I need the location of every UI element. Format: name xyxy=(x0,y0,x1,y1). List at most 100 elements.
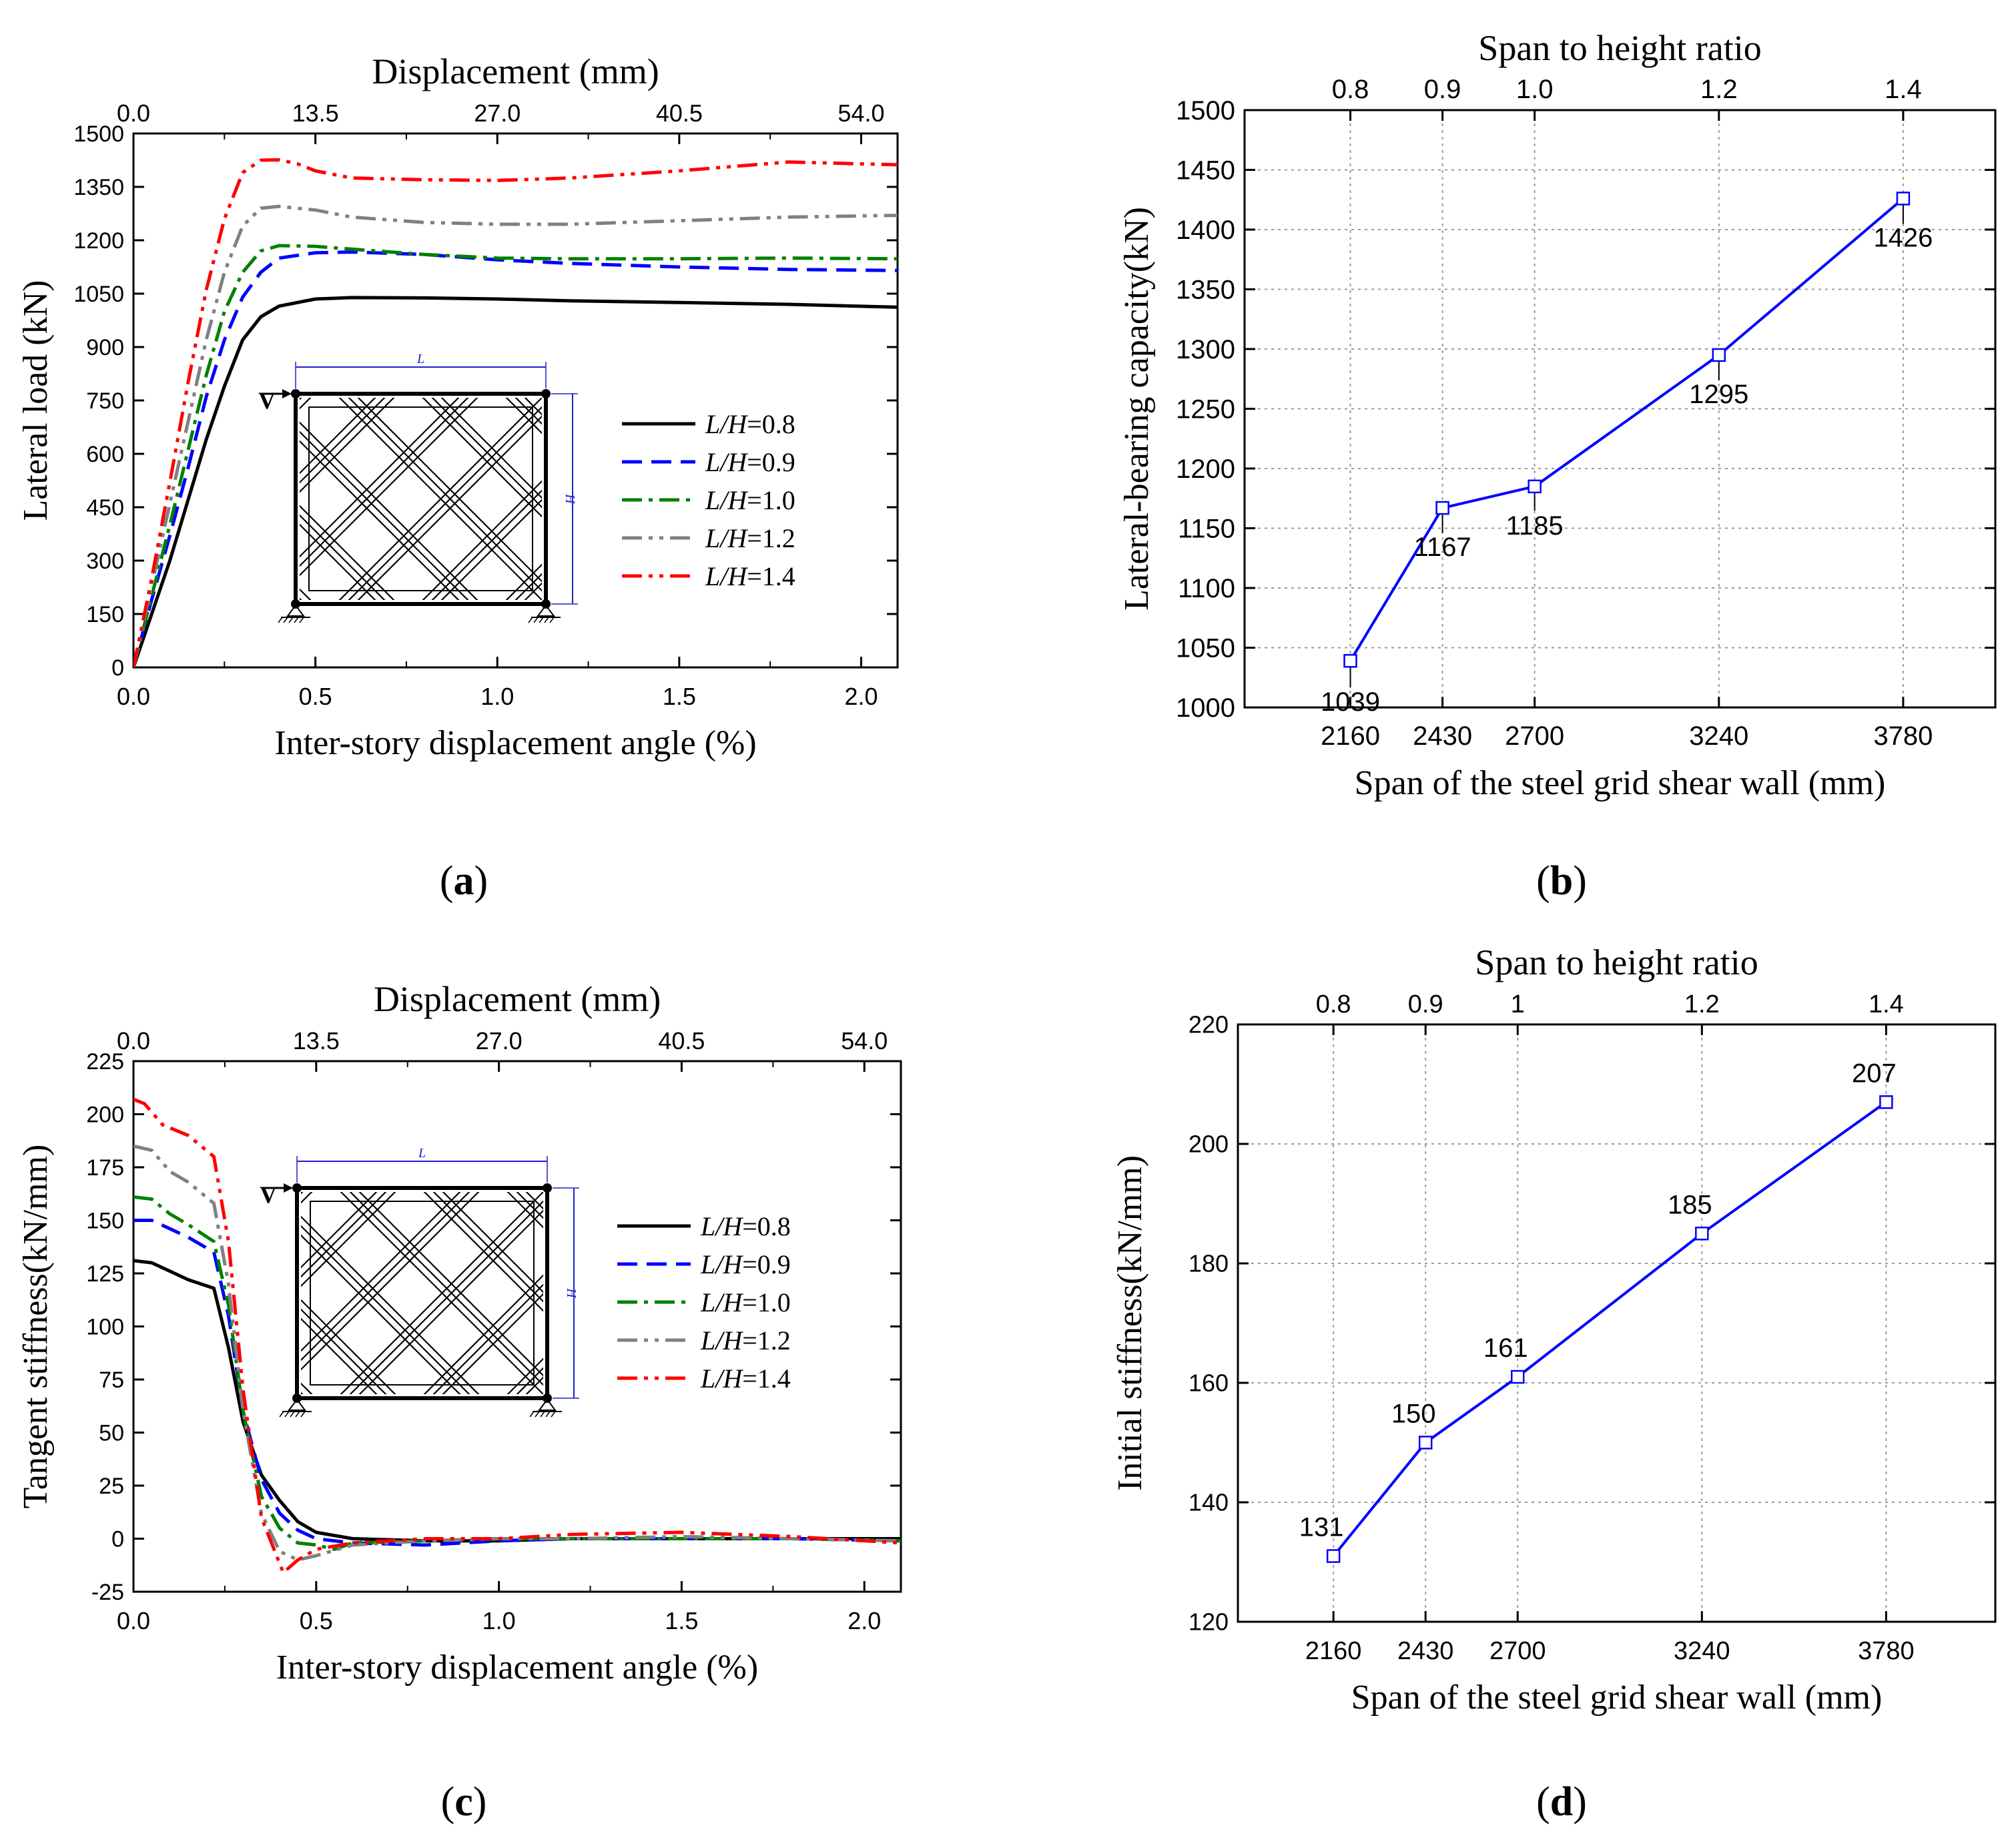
y-tick-label: 900 xyxy=(86,335,124,360)
y-tick-label: 1500 xyxy=(1176,96,1235,125)
data-point-label: 1426 xyxy=(1873,223,1933,252)
panel-label: (a) xyxy=(440,858,488,904)
legend-label: L/H=1.2 xyxy=(700,1325,791,1355)
inset-support-hatch xyxy=(299,617,304,623)
inset-diagonal-falling xyxy=(301,1392,304,1394)
inset-diagonal-falling xyxy=(423,1192,543,1312)
inset-diagonal-falling xyxy=(348,398,542,592)
legend-label: L/H=1.0 xyxy=(700,1287,791,1317)
y-tick-label: 600 xyxy=(86,442,124,467)
inset-support-hatch xyxy=(295,1411,300,1418)
y-tick-label: 1350 xyxy=(1176,276,1235,305)
inset-diagonal-rising xyxy=(301,1192,396,1287)
y-tick-label: 1150 xyxy=(1178,515,1235,544)
y-tick-label: 140 xyxy=(1189,1489,1229,1516)
top-axis-tick-label: 1.0 xyxy=(1516,75,1554,104)
inset-diagonal-rising xyxy=(773,1188,983,1398)
inset-diagonal-falling xyxy=(300,505,395,600)
top-axis-tick-label: 27.0 xyxy=(474,99,521,127)
data-point-marker xyxy=(1435,501,1449,515)
plot-frame xyxy=(1237,1023,1997,1623)
inset-frame xyxy=(295,1186,549,1400)
data-point-label: 185 xyxy=(1668,1190,1712,1219)
inset-diagonal-rising xyxy=(771,394,982,604)
legend: L/H=0.8 L/H=0.9 L/H=1.0 L/H=1.2 L/H=1.4 xyxy=(622,409,795,591)
y-tick-label: 1450 xyxy=(1176,156,1235,186)
inset-node xyxy=(292,1183,302,1193)
x-tick-label: 3240 xyxy=(1689,721,1748,751)
inset-height-label: H xyxy=(563,493,577,505)
data-point-label: 131 xyxy=(1299,1513,1344,1542)
inset-diagonal-rising xyxy=(300,398,376,475)
inset-diagonal-falling xyxy=(507,1192,543,1229)
inset-support-hatch xyxy=(284,1411,290,1418)
x-tick-label: 3780 xyxy=(1873,721,1933,751)
top-axis-tick-label: 40.5 xyxy=(656,99,703,127)
panel-b-chart: 2160 2430 2700 3240 3780 1000 1050 1100 1150 1200… xyxy=(1118,28,1997,904)
data-point-marker xyxy=(1510,1369,1525,1384)
x-tick-label: 1.5 xyxy=(663,683,696,710)
inset-support-hatch xyxy=(528,617,533,623)
inset-node xyxy=(291,599,300,609)
y-tick-label: 180 xyxy=(1189,1250,1229,1277)
y-axis-title: Lateral-bearing capacity(kN) xyxy=(1118,207,1156,611)
inset-grid-diagonals xyxy=(300,394,982,604)
y-tick-label: 175 xyxy=(86,1155,124,1181)
top-axis-tick-label: 1 xyxy=(1511,990,1525,1018)
y-axis-title: Tangent stiffness(kN/mm) xyxy=(17,1145,55,1509)
inset-load-arrowhead xyxy=(284,1183,293,1193)
y-tick-label: 120 xyxy=(1189,1608,1229,1636)
x-tick-label: 1.5 xyxy=(665,1607,698,1634)
inset-node xyxy=(541,389,551,398)
inset-support-hatch xyxy=(551,1411,556,1418)
panel-label: (b) xyxy=(1536,858,1587,904)
inset-node xyxy=(292,1394,302,1403)
inset-diagonal-falling xyxy=(301,1299,396,1394)
series-line xyxy=(1349,197,1905,662)
series-group xyxy=(133,1097,901,1574)
y-tick-label: 1400 xyxy=(1176,216,1235,245)
inset-diagonal-falling xyxy=(338,398,542,600)
y-tick-label: 100 xyxy=(86,1314,124,1339)
legend-label: L/H=1.4 xyxy=(705,561,795,591)
y-tick-label: -25 xyxy=(91,1580,124,1605)
inset-diagonal-falling xyxy=(300,440,460,600)
top-axis-tick-label: 0.0 xyxy=(117,99,150,127)
inset-support-hatch xyxy=(540,1411,545,1418)
x-tick-label: 0.5 xyxy=(300,1607,333,1634)
data-point-marker xyxy=(1712,348,1726,362)
legend: L/H=0.8 L/H=0.9 L/H=1.0 L/H=1.2 L/H=1.4 xyxy=(617,1211,791,1394)
series-line xyxy=(133,1097,901,1574)
top-axis-tick-label: 40.5 xyxy=(658,1027,705,1054)
data-point-label: 1295 xyxy=(1689,380,1748,409)
x-tick-label: 2.0 xyxy=(848,1607,881,1634)
legend-label: L/H=0.9 xyxy=(700,1249,791,1279)
data-point-label: 1185 xyxy=(1506,511,1564,541)
inset-diagonal-rising xyxy=(516,1367,543,1394)
data-point-marker xyxy=(1326,1549,1341,1563)
inset-diagonal-falling xyxy=(300,588,312,600)
inset-wall-schematic: V L H xyxy=(260,1146,983,1418)
data-point-label: 207 xyxy=(1852,1058,1897,1088)
inset-diagonal-falling xyxy=(358,1192,543,1377)
inset-diagonal-falling xyxy=(349,1192,543,1386)
series-line xyxy=(133,158,898,667)
inset-diagonal-falling xyxy=(431,398,542,509)
data-point-marker xyxy=(1695,1227,1709,1241)
inset-diagonal-falling xyxy=(300,523,376,600)
top-axis-title: Displacement (mm) xyxy=(374,979,661,1019)
inset-diagonal-falling xyxy=(300,514,386,600)
data-point-label: 1167 xyxy=(1414,533,1471,562)
inset-diagonal-falling xyxy=(301,1215,480,1394)
data-point-label: 1039 xyxy=(1321,687,1380,717)
inset-support-hatch xyxy=(533,617,539,623)
inset-diagonal-falling xyxy=(357,398,542,583)
inset-support-hatch xyxy=(279,1411,284,1418)
inset-support-hatch xyxy=(529,1411,535,1418)
legend-label: L/H=1.0 xyxy=(705,485,795,515)
inset-diagonal-falling xyxy=(300,430,469,600)
series-line xyxy=(133,1195,901,1551)
panel-c-chart: 0.0 0.5 1.0 1.5 2.0 -25 0 25 50 75 100 125 150 175 200… xyxy=(17,979,983,1825)
data-point-label: 150 xyxy=(1391,1400,1436,1429)
